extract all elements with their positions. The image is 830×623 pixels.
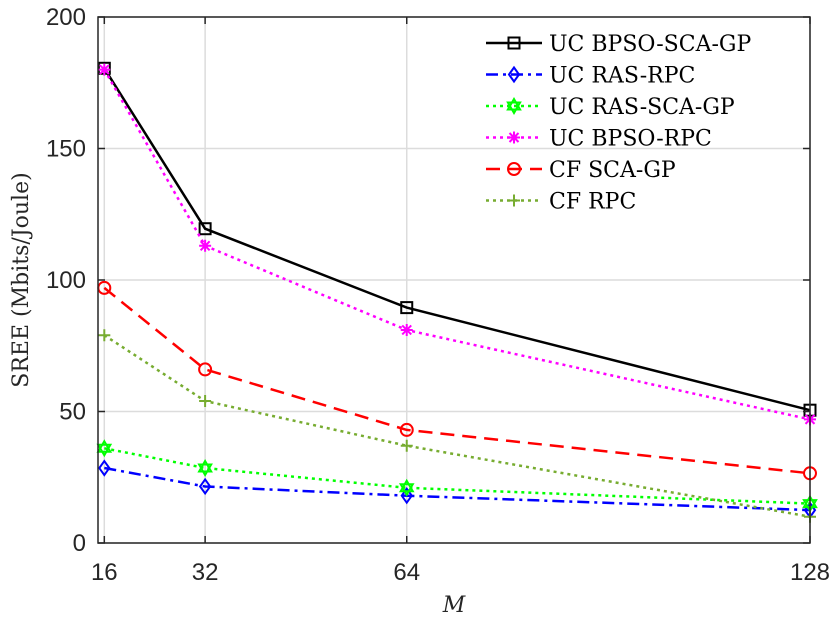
data-point [399,422,414,437]
x-tick-label: 128 [790,559,830,586]
data-point [98,63,111,76]
data-point [199,394,212,407]
y-tick-label: 150 [46,136,86,163]
data-point [198,222,212,236]
data-point [400,439,413,452]
legend-marker [507,162,521,176]
hexagram-triangle-down [96,443,113,458]
data-point [199,239,212,252]
legend-label: UC RAS-SCA-GP [549,95,735,120]
x-axis-label: M [442,593,466,618]
x-tick-label: 32 [192,559,219,586]
legend-item: UC RAS-RPC [486,64,695,89]
data-point [400,323,413,336]
legend-marker [507,36,521,50]
legend-label: UC RAS-RPC [549,64,695,89]
legend-item: CF SCA-GP [486,158,676,183]
y-axis-label: SREE (Mbits/Joule) [9,172,34,387]
hexagram-triangle-down [398,483,415,497]
data-point [400,486,413,505]
legend-item: UC BPSO-SCA-GP [486,32,751,57]
hexagram-triangle-down [197,463,213,478]
series-line [104,447,811,505]
legend-marker [506,97,522,115]
hexagram-triangle-up [506,97,522,111]
series-uc-ras-sca-gp [96,439,818,513]
y-tick-label: 0 [73,530,86,557]
x-tick-label: 16 [91,559,118,586]
tick-marks [98,16,811,544]
tick-labels: 0 50 100 150 200 16 32 64 128 [46,4,830,586]
legend-label: CF SCA-GP [549,158,676,183]
legend-item: UC RAS-SCA-GP [486,95,735,120]
hexagram-triangle-up [398,478,415,493]
legend-label: UC BPSO-SCA-GP [549,32,751,57]
series-line [104,466,811,512]
series-group [96,61,818,523]
data-point [198,477,212,496]
legend: UC BPSO-SCA-GP UC RAS-RPC UC RAS-SCA-GP UC … [486,32,751,215]
legend-item: CF RPC [486,190,636,215]
data-point [198,362,213,377]
data-point [98,329,111,342]
legend-label: CF RPC [549,190,636,215]
x-tick-label: 64 [393,559,420,586]
data-point [197,458,213,478]
legend-marker [508,131,520,144]
y-tick-label: 200 [46,4,86,31]
legend-item: UC BPSO-RPC [486,127,712,152]
legend-marker [508,194,520,207]
data-point [96,439,113,458]
hexagram-triangle-up [96,439,113,453]
legend-marker [507,65,521,84]
data-point [98,459,111,477]
series-line [103,67,811,412]
legend-label: UC BPSO-RPC [549,127,712,152]
y-tick-label: 100 [46,267,86,294]
hexagram-triangle-up [197,458,213,473]
y-tick-label: 50 [59,399,86,426]
data-point [400,301,414,315]
data-point [398,478,415,497]
hexagram-triangle-down [506,101,522,115]
